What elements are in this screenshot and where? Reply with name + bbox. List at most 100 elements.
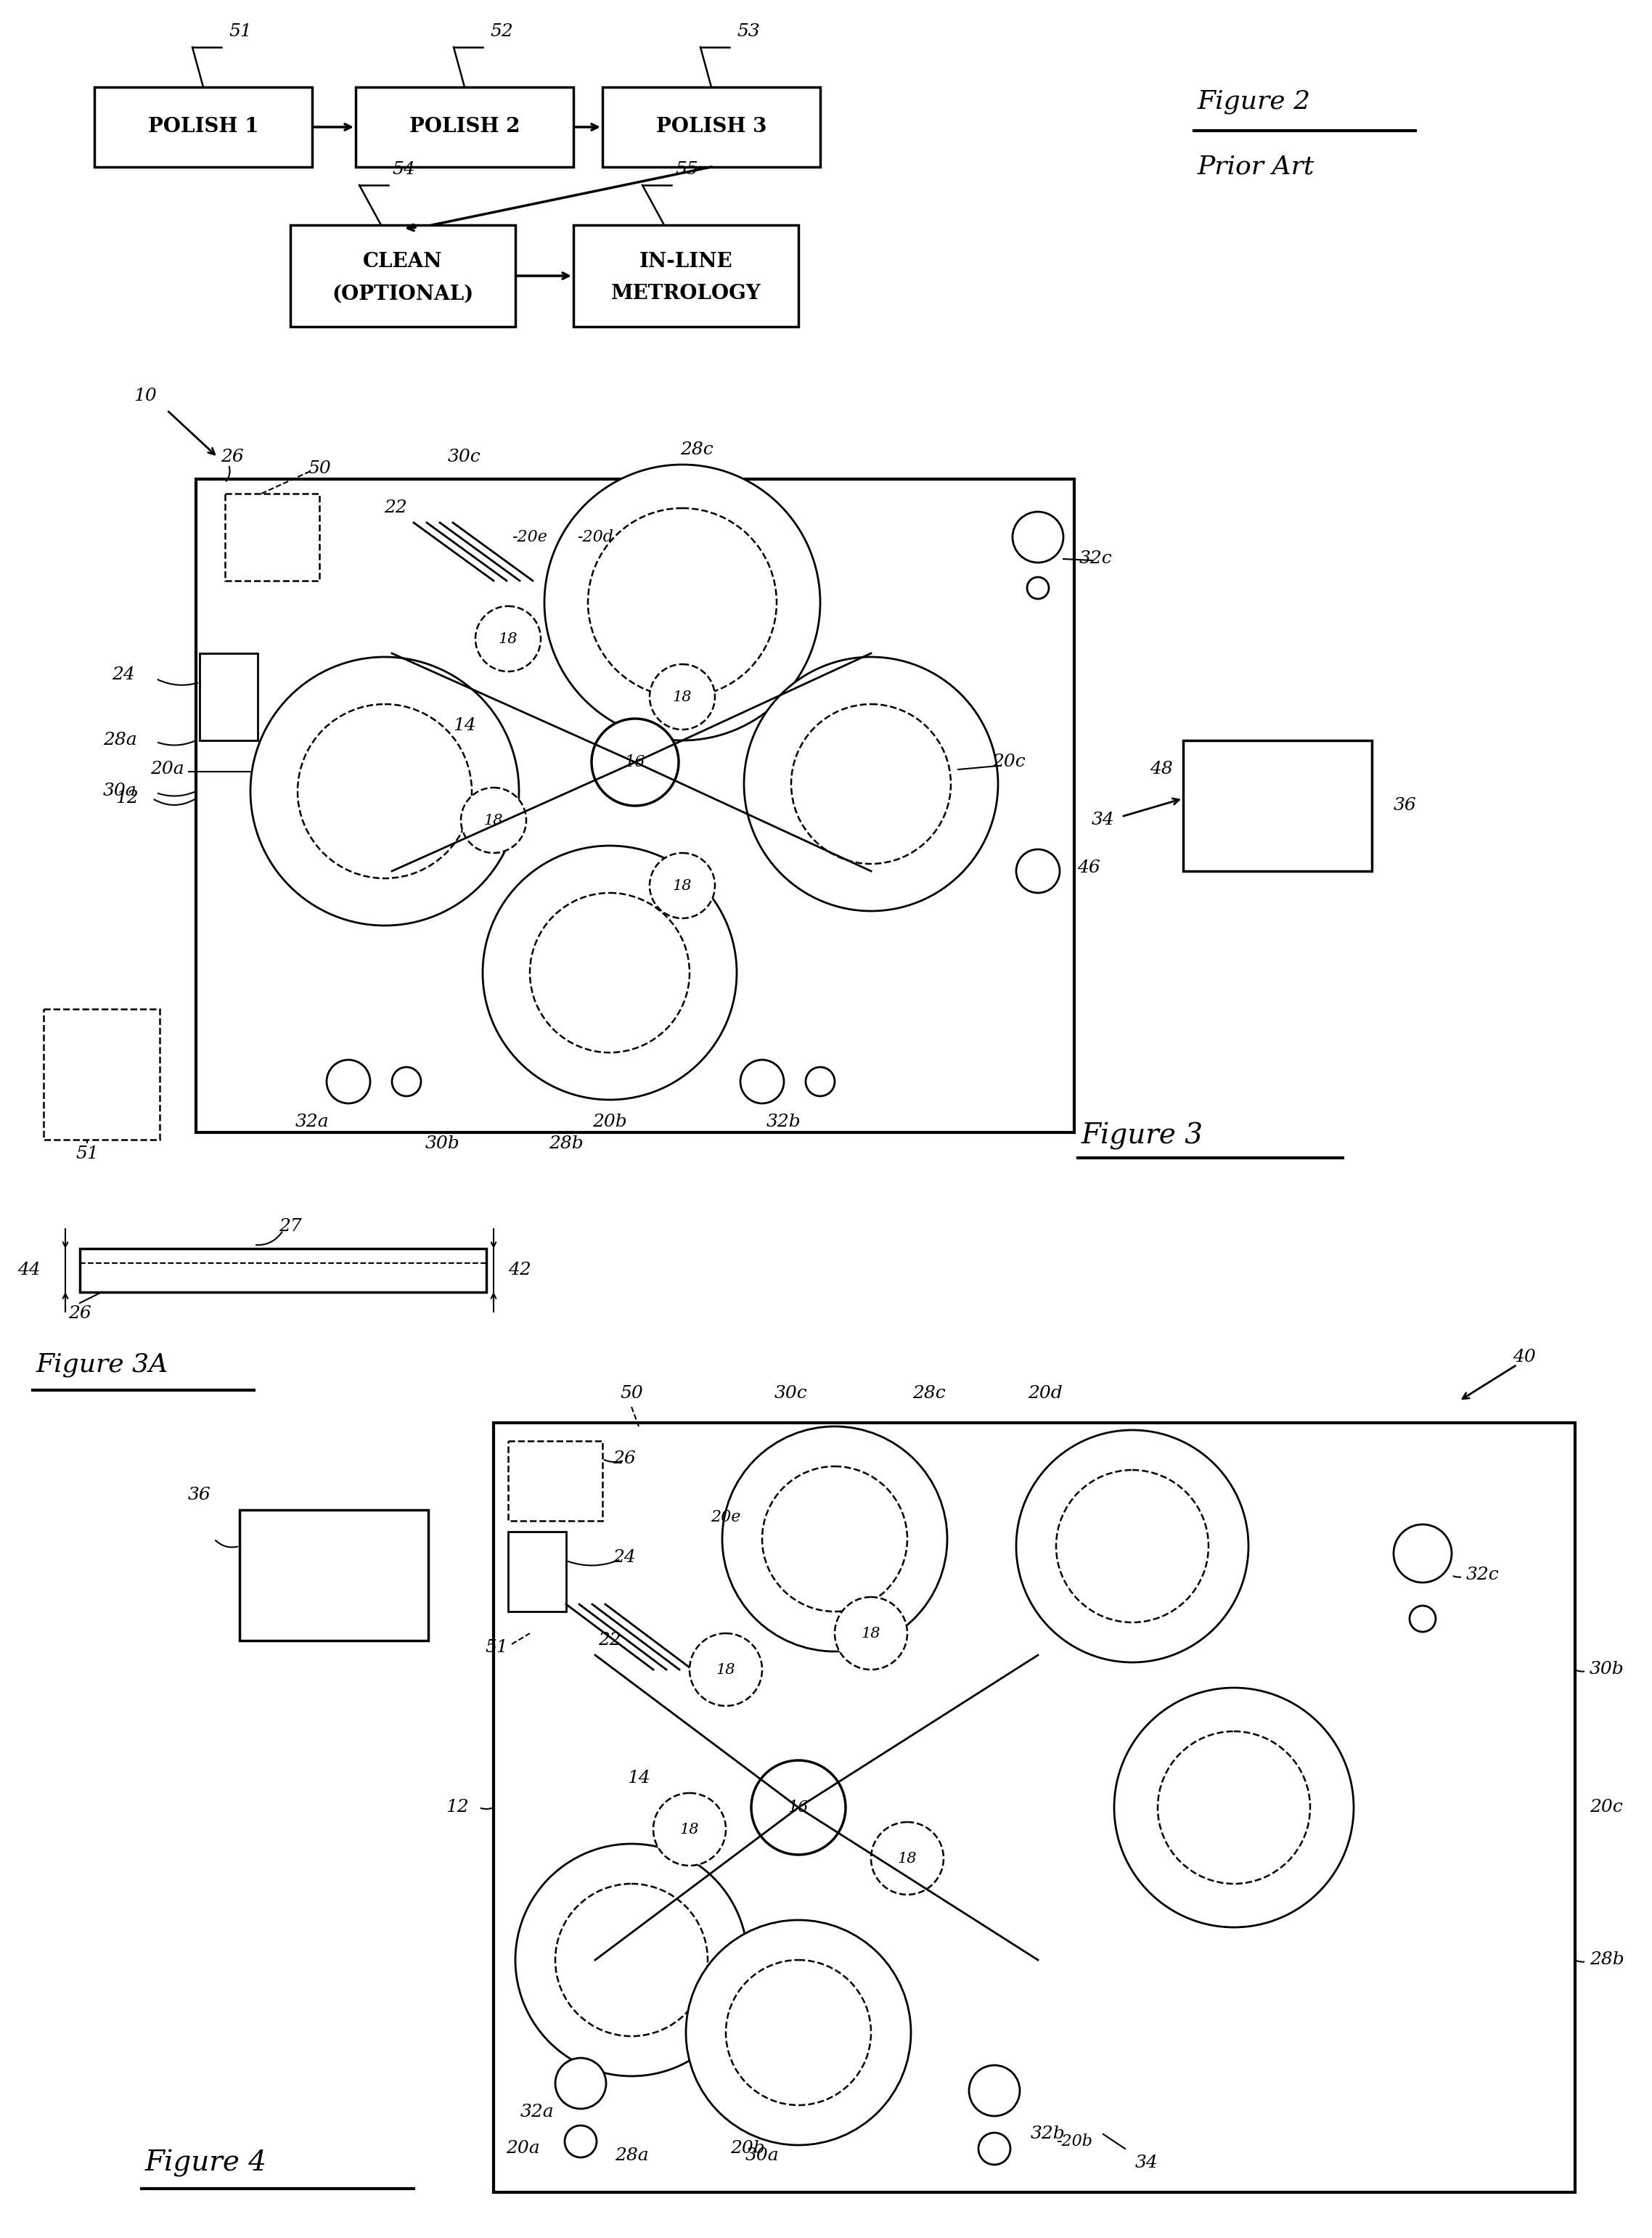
Text: 26: 26: [613, 1450, 636, 1468]
Text: 18: 18: [897, 1851, 917, 1864]
Bar: [225, 495, 319, 580]
Circle shape: [653, 1793, 725, 1866]
Text: 50: 50: [307, 459, 330, 477]
Circle shape: [251, 658, 519, 927]
Circle shape: [871, 1822, 943, 1896]
Bar: [355, 87, 573, 168]
Text: 18: 18: [499, 631, 517, 647]
Text: 22: 22: [383, 499, 406, 517]
Text: 14: 14: [453, 718, 476, 734]
Text: 53: 53: [737, 22, 760, 40]
Circle shape: [649, 853, 715, 918]
Circle shape: [1409, 1605, 1436, 1632]
Circle shape: [978, 2133, 1011, 2164]
Text: 22: 22: [598, 1632, 621, 1649]
Text: 55: 55: [676, 161, 699, 177]
Text: 30a: 30a: [102, 783, 137, 799]
Bar: [291, 226, 515, 327]
Text: 18: 18: [717, 1663, 735, 1676]
Circle shape: [743, 658, 998, 911]
Circle shape: [1158, 1732, 1310, 1884]
Text: 46: 46: [1077, 859, 1100, 875]
Bar: [573, 226, 798, 327]
Text: 20b: 20b: [593, 1112, 628, 1130]
Text: 40: 40: [1513, 1350, 1536, 1365]
Circle shape: [752, 1761, 846, 1855]
Circle shape: [689, 1634, 762, 1705]
Circle shape: [1016, 850, 1059, 893]
Text: -20b: -20b: [1056, 2133, 1092, 2148]
Circle shape: [515, 1844, 748, 2077]
Text: 24: 24: [112, 667, 135, 683]
Text: IN-LINE: IN-LINE: [639, 251, 732, 271]
Text: Prior Art: Prior Art: [1198, 154, 1315, 179]
Text: Figure 3: Figure 3: [1082, 1121, 1203, 1150]
Text: 32b: 32b: [767, 1112, 801, 1130]
Text: 36: 36: [1394, 797, 1417, 815]
Bar: [509, 1531, 567, 1611]
Bar: [200, 653, 258, 741]
Text: 20e: 20e: [710, 1508, 740, 1524]
Text: 18: 18: [484, 812, 504, 828]
Text: 28b: 28b: [548, 1135, 583, 1153]
Text: POLISH 3: POLISH 3: [656, 116, 767, 137]
Text: 20c: 20c: [1589, 1799, 1622, 1815]
Circle shape: [565, 2126, 596, 2157]
Circle shape: [1028, 577, 1049, 600]
Text: 44: 44: [18, 1262, 41, 1278]
Text: 51: 51: [486, 1640, 509, 1656]
Text: (OPTIONAL): (OPTIONAL): [332, 284, 474, 304]
Text: 28c: 28c: [912, 1385, 945, 1403]
Text: 26: 26: [68, 1305, 91, 1323]
Text: 20d: 20d: [1028, 1385, 1062, 1403]
Circle shape: [530, 893, 689, 1052]
Circle shape: [476, 606, 540, 671]
Text: 16: 16: [788, 1799, 809, 1815]
Text: 30c: 30c: [448, 450, 481, 466]
Bar: [240, 1511, 428, 1640]
Text: 24: 24: [613, 1549, 636, 1564]
Bar: [79, 1249, 486, 1291]
Text: CLEAN: CLEAN: [363, 251, 443, 271]
Circle shape: [588, 508, 776, 696]
Text: Figure 2: Figure 2: [1198, 90, 1312, 114]
Text: Figure 3A: Figure 3A: [36, 1352, 169, 1376]
Text: 48: 48: [1150, 761, 1173, 779]
Text: 36: 36: [187, 1486, 210, 1504]
Text: 10: 10: [134, 387, 157, 405]
Text: 28c: 28c: [681, 441, 714, 459]
Text: 20c: 20c: [993, 754, 1026, 770]
Text: 30c: 30c: [775, 1385, 808, 1403]
Text: 18: 18: [672, 689, 692, 703]
Text: 20a: 20a: [506, 2140, 540, 2157]
Circle shape: [722, 1426, 947, 1652]
Circle shape: [806, 1068, 834, 1097]
Text: 54: 54: [392, 161, 415, 177]
Bar: [1183, 741, 1371, 871]
Circle shape: [762, 1466, 907, 1611]
Text: 30b: 30b: [1589, 1661, 1624, 1678]
Circle shape: [1056, 1470, 1209, 1623]
Bar: [494, 1423, 1574, 2193]
Circle shape: [327, 1061, 370, 1103]
Text: METROLOGY: METROLOGY: [611, 284, 762, 304]
Text: 32c: 32c: [1467, 1567, 1500, 1585]
Text: 52: 52: [491, 22, 514, 40]
Text: 12: 12: [116, 790, 139, 808]
Text: 27: 27: [279, 1217, 302, 1235]
Text: 28a: 28a: [615, 2148, 648, 2164]
Circle shape: [1394, 1524, 1452, 1582]
Text: 28b: 28b: [1589, 1952, 1624, 1969]
Circle shape: [545, 466, 819, 741]
Text: -20d: -20d: [577, 528, 613, 546]
Circle shape: [555, 2059, 606, 2108]
Text: 32a: 32a: [296, 1112, 329, 1130]
Text: 34: 34: [1135, 2155, 1158, 2171]
Text: 26: 26: [221, 450, 244, 466]
Circle shape: [740, 1061, 785, 1103]
Circle shape: [555, 1884, 707, 2037]
Circle shape: [392, 1068, 421, 1097]
Circle shape: [297, 705, 472, 877]
Text: Figure 4: Figure 4: [145, 2148, 268, 2178]
Text: 32b: 32b: [1031, 2126, 1066, 2142]
